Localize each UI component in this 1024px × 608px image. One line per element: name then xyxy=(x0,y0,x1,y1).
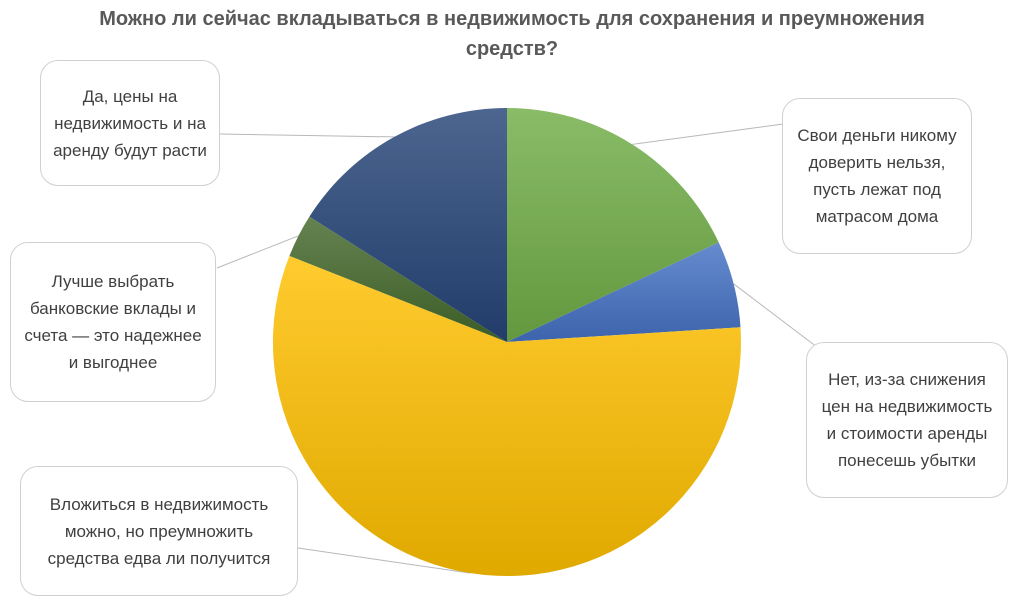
chart-title: Можно ли сейчас вкладываться в недвижимо… xyxy=(99,8,925,60)
leader-line xyxy=(219,133,395,138)
callout-label-losses: Нет, из-за снижения цен на недвижимость … xyxy=(806,342,1008,498)
leader-line xyxy=(216,235,299,269)
callout-label-no-growth: Вложиться в недвижимость можно, но преум… xyxy=(20,466,298,596)
pie-slice-under-mattress xyxy=(507,108,719,342)
pie-slice-no-growth xyxy=(272,255,741,577)
pie-slice-losses xyxy=(507,242,741,342)
pie-slice-positive-growth xyxy=(309,108,507,342)
callout-label-bank-deposits: Лучше выбрать банковские вклады и счета … xyxy=(10,242,216,402)
callout-label-positive-growth: Да, цены на недвижимость и на аренду буд… xyxy=(40,60,220,186)
leader-line xyxy=(297,547,471,574)
callout-label-under-mattress: Свои деньги никому доверить нельзя, пуст… xyxy=(782,98,972,254)
leader-line xyxy=(632,123,784,145)
pie-slice-bank-deposits xyxy=(289,216,507,342)
